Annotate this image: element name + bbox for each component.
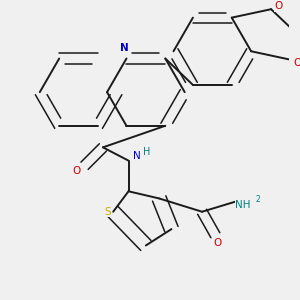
Text: 2: 2 <box>256 195 261 204</box>
Text: O: O <box>274 1 282 11</box>
Text: H: H <box>143 148 151 158</box>
Text: N: N <box>120 43 129 53</box>
Text: N: N <box>133 151 141 160</box>
Text: O: O <box>213 238 221 248</box>
Text: S: S <box>105 207 111 217</box>
Text: NH: NH <box>235 200 251 210</box>
Text: O: O <box>293 58 300 68</box>
Text: O: O <box>72 166 80 176</box>
